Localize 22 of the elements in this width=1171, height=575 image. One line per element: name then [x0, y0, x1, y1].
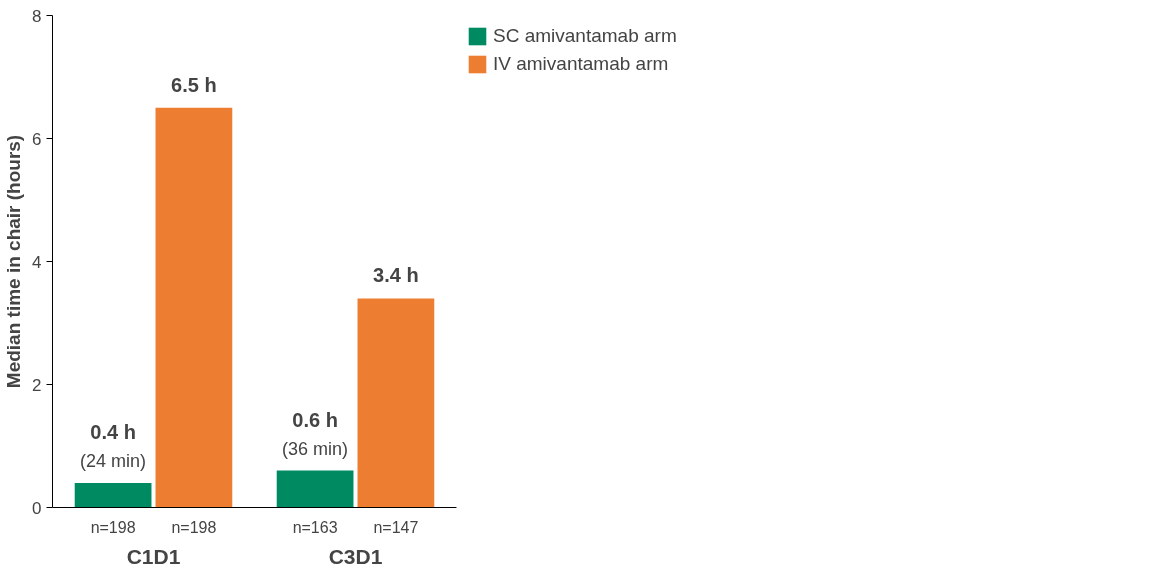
data-label: 0.4 h (24 min) — [80, 420, 147, 471]
data-label: 6.5 h — [171, 73, 217, 96]
data-label: 3.4 h — [373, 264, 419, 287]
text: n=198 — [90, 518, 136, 536]
y-tick-label: 4 — [32, 252, 42, 272]
text: n=198 — [171, 518, 217, 536]
y-tick-label: 6 — [32, 129, 42, 149]
bar — [74, 482, 152, 508]
bar — [155, 107, 233, 508]
x-tick-label: C1D1 — [126, 544, 181, 568]
data-label: 0.6 h (36 min) — [282, 408, 349, 459]
y-tick-label: 8 — [32, 6, 42, 26]
legend-label: IV amivantamab arm — [493, 53, 669, 75]
text: n=147 — [373, 518, 419, 536]
legend-label: SC amivantamab arm — [493, 25, 677, 47]
bar — [357, 298, 435, 508]
y-axis-title: Median time in chair (hours) — [3, 134, 25, 389]
y-tick-label: 0 — [32, 498, 42, 518]
text: n=163 — [292, 518, 338, 536]
y-tick-label: 2 — [32, 375, 42, 395]
bar — [276, 470, 354, 508]
x-tick-label: C3D1 — [328, 544, 383, 568]
